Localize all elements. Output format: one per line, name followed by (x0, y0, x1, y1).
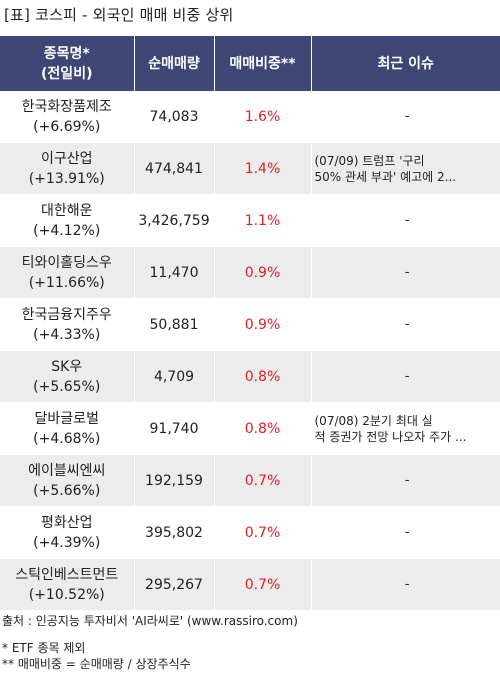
ratio-note: ** 매매비중 = 순매매량 / 상장주식수 (2, 657, 191, 671)
recent-issue: - (311, 454, 500, 507)
stock-name: SK우 (51, 358, 83, 375)
stock-change: (+6.69%) (33, 118, 101, 135)
stock-change: (+4.39%) (33, 534, 101, 551)
stock-name: 대한해운 (40, 202, 93, 219)
etf-note: * ETF 종목 제외 (2, 641, 86, 655)
header-qty: 순매매량 (134, 36, 215, 91)
table-row: 한국금융지주우 (+4.33%) 50,881 0.9% - (0, 298, 500, 351)
stock-change: (+4.33%) (33, 326, 101, 343)
recent-issue-line2: 적 증권가 전망 나오자 주가 ... (314, 429, 467, 444)
recent-issue-line1: - (404, 212, 410, 228)
stock-name-cell: 티와이홀딩스우 (+11.66%) (0, 246, 135, 299)
stock-change: (+5.66%) (33, 482, 101, 499)
header-name-line1: 종목명* (43, 45, 90, 62)
header-name: 종목명* (전일비) (0, 36, 135, 91)
table-row: 이구산업 (+13.91%) 474,841 1.4% (07/09) 트럼프 '구리 5… (0, 142, 500, 195)
stock-name: 달바글로벌 (34, 410, 99, 427)
table-title: [표] 코스피 - 외국인 매매 비중 상위 (4, 6, 234, 24)
net-trade-qty: 4,709 (134, 350, 215, 403)
stock-change: (+10.52%) (28, 586, 105, 603)
trade-ratio: 0.7% (214, 454, 312, 507)
recent-issue: - (311, 91, 500, 143)
trade-ratio: 0.8% (214, 402, 312, 455)
stock-name-cell: 스틱인베스트먼트 (+10.52%) (0, 558, 135, 611)
stock-name-cell: 대한해운 (+4.12%) (0, 194, 135, 247)
net-trade-qty: 192,159 (134, 454, 215, 507)
trade-ratio: 1.1% (214, 194, 312, 247)
recent-issue-line1: - (404, 264, 410, 280)
recent-issue-line1: - (404, 316, 410, 332)
stock-name-cell: 달바글로벌 (+4.68%) (0, 402, 135, 455)
recent-issue-line2: 50% 관세 부과' 예고에 2... (314, 169, 457, 184)
net-trade-qty: 50,881 (134, 298, 215, 351)
header-issue: 최근 이슈 (311, 36, 500, 91)
stock-name: 한국금융지주우 (21, 306, 112, 323)
recent-issue: - (311, 558, 500, 611)
table-row: 에이블씨엔씨 (+5.66%) 192,159 0.7% - (0, 454, 500, 507)
table-row: SK우 (+5.65%) 4,709 0.8% - (0, 350, 500, 403)
trade-ratio: 1.6% (214, 91, 312, 143)
table-row: 평화산업 (+4.39%) 395,802 0.7% - (0, 506, 500, 559)
table-row: 스틱인베스트먼트 (+10.52%) 295,267 0.7% - (0, 558, 500, 611)
trade-ratio: 0.9% (214, 298, 312, 351)
net-trade-qty: 91,740 (134, 402, 215, 455)
recent-issue-line1: (07/08) 2분기 최대 실 (314, 413, 433, 428)
trade-ratio: 0.9% (214, 246, 312, 299)
header-name-line2: (전일비) (41, 65, 93, 82)
stock-name: 스틱인베스트먼트 (15, 566, 119, 583)
table-row: 한국화장품제조 (+6.69%) 74,083 1.6% - (0, 91, 500, 143)
recent-issue-line1: - (404, 576, 410, 592)
stock-name-cell: 에이블씨엔씨 (+5.66%) (0, 454, 135, 507)
stock-change: (+13.91%) (28, 170, 105, 187)
stock-name-cell: 이구산업 (+13.91%) (0, 142, 135, 195)
net-trade-qty: 74,083 (134, 91, 215, 143)
recent-issue: - (311, 194, 500, 247)
stock-name: 티와이홀딩스우 (21, 254, 112, 271)
recent-issue-line1: - (404, 472, 410, 488)
recent-issue: - (311, 246, 500, 299)
stock-change: (+4.68%) (33, 430, 101, 447)
stock-name: 에이블씨엔씨 (28, 462, 106, 479)
net-trade-qty: 3,426,759 (134, 194, 215, 247)
stock-name: 이구산업 (40, 150, 93, 167)
stock-name-cell: 평화산업 (+4.39%) (0, 506, 135, 559)
net-trade-qty: 295,267 (134, 558, 215, 611)
recent-issue: - (311, 298, 500, 351)
stock-name: 한국화장품제조 (21, 98, 112, 115)
stock-name: 평화산업 (40, 514, 93, 531)
stock-name-cell: 한국화장품제조 (+6.69%) (0, 91, 135, 143)
source-note: 출처 : 인공지능 투자비서 'AI라씨로' (www.rassiro.com) (2, 614, 298, 628)
trade-ratio: 0.8% (214, 350, 312, 403)
stock-name-cell: SK우 (+5.65%) (0, 350, 135, 403)
recent-issue: - (311, 506, 500, 559)
net-trade-qty: 474,841 (134, 142, 215, 195)
stock-name-cell: 한국금융지주우 (+4.33%) (0, 298, 135, 351)
recent-issue: - (311, 350, 500, 403)
recent-issue-line1: - (404, 108, 410, 124)
trade-ratio: 0.7% (214, 558, 312, 611)
stock-change: (+5.65%) (33, 378, 101, 395)
stock-change: (+4.12%) (33, 222, 101, 239)
trade-ratio: 0.7% (214, 506, 312, 559)
table-row: 티와이홀딩스우 (+11.66%) 11,470 0.9% - (0, 246, 500, 299)
stock-change: (+11.66%) (28, 274, 105, 291)
foreign-trading-table: 종목명* (전일비) 순매매량 매매비중** 최근 이슈 한국화장품제조 (+6.… (0, 36, 500, 611)
recent-issue-line1: - (404, 368, 410, 384)
net-trade-qty: 11,470 (134, 246, 215, 299)
recent-issue: (07/09) 트럼프 '구리 50% 관세 부과' 예고에 2... (311, 142, 500, 195)
recent-issue-line1: (07/09) 트럼프 '구리 (314, 153, 425, 168)
header-ratio: 매매비중** (214, 36, 312, 91)
recent-issue-line1: - (404, 524, 410, 540)
table-row: 대한해운 (+4.12%) 3,426,759 1.1% - (0, 194, 500, 247)
trade-ratio: 1.4% (214, 142, 312, 195)
net-trade-qty: 395,802 (134, 506, 215, 559)
header-row: 종목명* (전일비) 순매매량 매매비중** 최근 이슈 (0, 36, 500, 91)
